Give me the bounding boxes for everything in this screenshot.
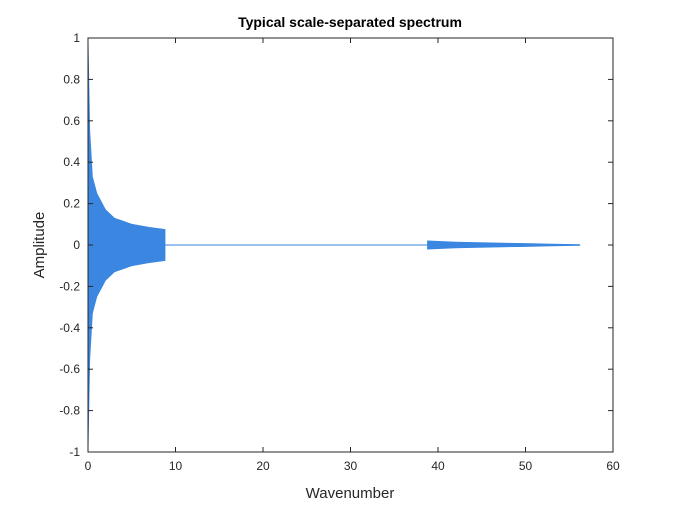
y-tick-label: 0.8 xyxy=(63,72,80,86)
y-tick-label: 1 xyxy=(73,31,80,45)
x-tick-label: 20 xyxy=(256,459,270,473)
x-tick-label: 60 xyxy=(606,459,620,473)
y-tick-label: -0.6 xyxy=(59,362,80,376)
x-tick-label: 40 xyxy=(431,459,445,473)
x-tick-label: 50 xyxy=(519,459,533,473)
y-tick-label: -0.4 xyxy=(59,321,80,335)
x-tick-label: 0 xyxy=(85,459,92,473)
y-tick-label: 0.2 xyxy=(63,197,80,211)
y-axis-label: Amplitude xyxy=(31,212,48,279)
x-axis-label: Wavenumber xyxy=(306,485,395,502)
y-tick-label: 0.6 xyxy=(63,114,80,128)
y-ticks: 1 0.8 0.6 0.4 0.2 0 -0.2 -0.4 -0.6 -0.8 -1 xyxy=(59,31,613,459)
chart-title: Typical scale-separated spectrum xyxy=(238,14,462,30)
y-tick-label: 0 xyxy=(73,238,80,252)
x-tick-label: 10 xyxy=(169,459,183,473)
x-ticks: 0 10 20 30 40 50 60 xyxy=(85,38,620,473)
x-tick-label: 30 xyxy=(344,459,358,473)
data-layer xyxy=(87,37,581,453)
y-tick-label: -0.8 xyxy=(59,404,80,418)
y-tick-label: -0.2 xyxy=(59,279,80,293)
y-tick-label: -1 xyxy=(69,445,80,459)
y-tick-label: 0.4 xyxy=(63,155,80,169)
